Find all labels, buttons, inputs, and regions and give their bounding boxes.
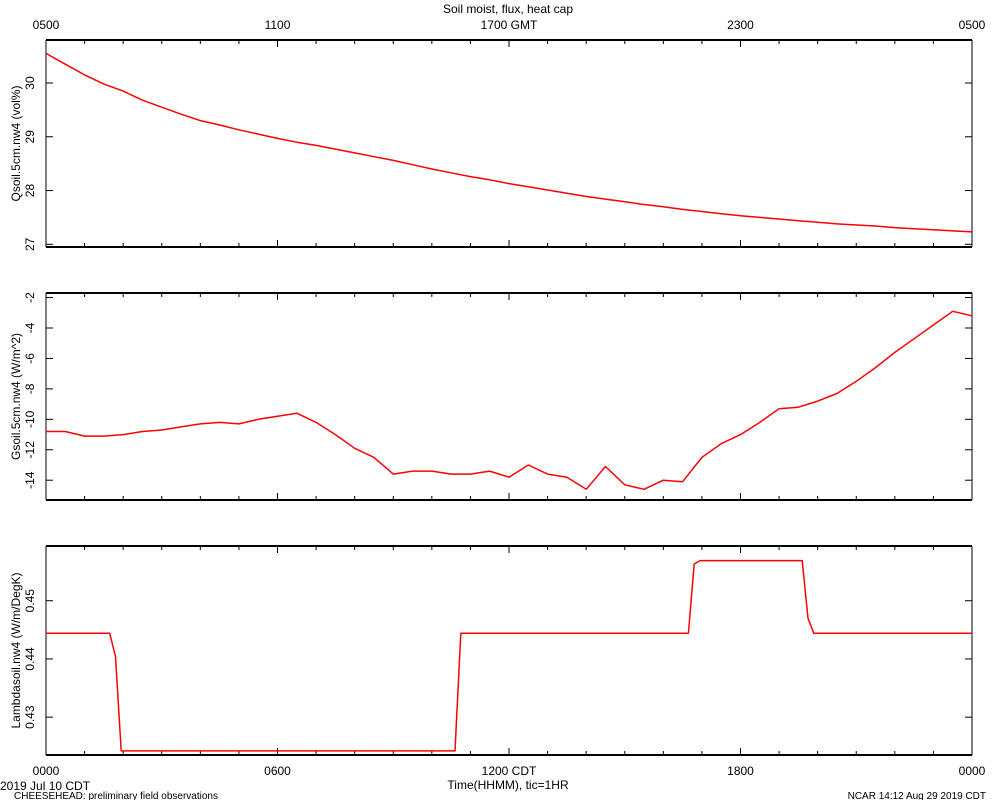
series-line-2 (46, 310, 973, 491)
timestamp-label: NCAR 14:12 Aug 29 2019 CDT (848, 791, 986, 800)
cdt-tick-label: 1200 CDT (482, 764, 537, 778)
gmt-tick-label: 0500 (33, 18, 60, 32)
gmt-tick-label: 0500 (959, 18, 986, 32)
gmt-tick-labels: 0500 1100 1700 GMT 2300 0500 (33, 18, 986, 32)
y-tick-label: 0.45 (23, 589, 37, 613)
y-tick-label: -10 (23, 410, 37, 428)
cdt-tick-label: 0600 (264, 764, 291, 778)
cdt-tick-labels: 0000 0600 1200 CDT 1800 0000 (33, 764, 986, 778)
y-tick-label: 0.44 (23, 647, 37, 671)
project-label: CHEESEHEAD: preliminary field observatio… (14, 791, 218, 800)
x-axis-label: Time(HHMM), tic=1HR (447, 778, 569, 792)
y-tick-label: 28 (23, 184, 37, 198)
cdt-tick-label: 0000 (959, 764, 986, 778)
y-tick-label: -14 (23, 471, 37, 489)
y-axis-label: Lambdasoil.nw4 (W/m/DegK) (9, 572, 23, 728)
y-tick-label: -12 (23, 441, 37, 459)
cdt-tick-label: 1800 (727, 764, 754, 778)
gmt-tick-label: 1100 (265, 18, 291, 32)
y-tick-label: 27 (23, 237, 37, 251)
panel-2: -14 -12 -10 -8 -6 -4 -2 Gsoil.5cm.nw4 (W/m^2) (9, 292, 973, 501)
y-tick-label: -8 (23, 383, 37, 394)
y-axis-label: Gsoil.5cm.nw4 (W/m^2) (9, 333, 23, 460)
y-axis-label: Qsoil.5cm.nw4 (vol%) (9, 85, 23, 201)
chart-title: Soil moist, flux, heat cap (443, 2, 573, 16)
gmt-tick-label: 2300 (727, 18, 754, 32)
y-tick-label: -2 (23, 292, 37, 303)
series-line-3 (46, 559, 972, 752)
y-tick-label: 29 (23, 130, 37, 144)
date-label: 2019 Jul 10 CDT (0, 779, 91, 793)
y-tick-label: -4 (23, 322, 37, 333)
gmt-tick-label: 1700 GMT (481, 18, 538, 32)
y-tick-label: 30 (23, 76, 37, 90)
y-tick-label: -6 (23, 353, 37, 364)
series-line-1 (45, 52, 973, 233)
y-tick-label: 0.43 (23, 705, 37, 729)
cdt-tick-label: 0000 (33, 764, 60, 778)
